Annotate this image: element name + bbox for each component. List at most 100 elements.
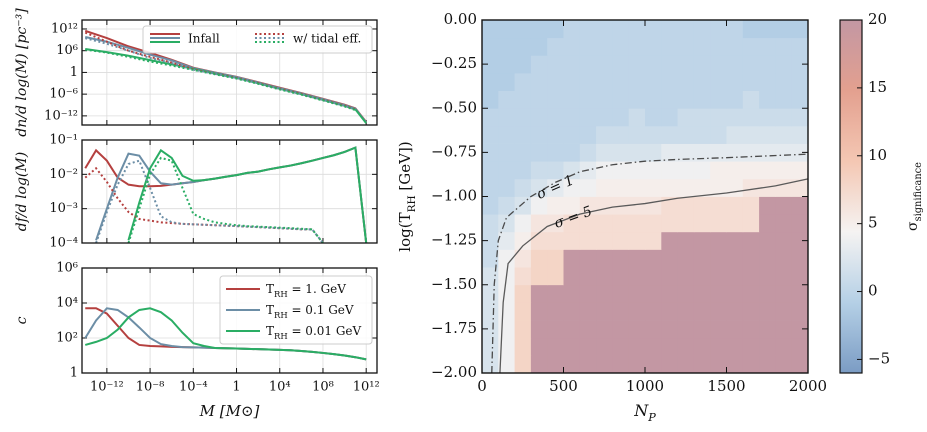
heatmap-cell [498,231,515,250]
heatmap-cell [661,355,678,374]
heatmap-cell [514,231,532,250]
heatmap-cell [677,143,695,162]
heatmap-cell [661,55,678,74]
heatmap-cell [482,55,499,74]
heatmap-cell [677,355,695,374]
heatmap-cell [693,90,711,109]
heatmap-cell [775,108,793,127]
heatmap-cell [563,72,581,91]
heatmap-cell [661,214,678,233]
heatmap-cell [693,196,711,215]
heatmap-cell [482,90,499,109]
heatmap-cell [514,284,532,303]
heatmap-cell [693,37,711,56]
heatmap-cell [775,178,793,197]
heatmap-cell [759,214,776,233]
heatmap-cell [628,284,646,303]
legend-label: TRH = 0.1 GeV [266,303,354,320]
series-line [95,146,368,243]
heatmap-cell [563,125,581,144]
heatmap-cell [514,214,532,233]
heatmap-cell [530,90,548,109]
heatmap-cell [661,108,678,127]
y-tick-label: 10⁻¹ [49,133,78,148]
heatmap-cell [514,90,532,109]
heatmap-cell [791,231,809,250]
heatmap-cell [775,161,793,180]
heatmap-cell [596,337,613,356]
heatmap-cell [661,178,678,197]
heatmap-cell [775,267,793,286]
y-axis-label: c [14,316,30,324]
heatmap-cell [742,143,760,162]
heatmap-cell [645,55,662,74]
heatmap-cell [710,231,727,250]
heatmap-cell [612,337,630,356]
heatmap-cell [612,267,630,286]
heatmap-cell [775,231,793,250]
heatmap-cell [579,284,597,303]
heatmap-cell [726,20,744,39]
heatmap-cell [661,143,678,162]
heatmap-cell [661,90,678,109]
heatmap-cell [710,161,727,180]
heatmap-cell [530,37,548,56]
heatmap-cell [514,108,532,127]
subscript: significance [913,162,924,222]
colorbar-tick-label: −5 [868,349,890,367]
axes-frame [81,19,378,126]
heatmap-cell [579,355,597,374]
heatmap-cell [726,302,744,321]
heatmap-cell [791,196,809,215]
heatmap-cell [498,320,515,339]
heatmap-cell [547,284,564,303]
heatmap-cell [612,20,630,39]
heatmap-cell [710,143,727,162]
y-tick-label: 10⁻³ [49,201,78,216]
heatmap-cell [726,320,744,339]
heatmap-cell [645,231,662,250]
heatmap-cell [482,249,499,268]
heatmap-cell [612,214,630,233]
heatmap-cell [563,90,581,109]
heatmap-cell [645,161,662,180]
heatmap-cell [791,320,809,339]
heatmap-cell [612,231,630,250]
heatmap-cell [791,72,809,91]
heatmap-cell [726,355,744,374]
heatmap-cell [775,196,793,215]
y-tick-label: 10¹² [51,21,78,36]
text-part: = 1. GeV [288,282,347,296]
heatmap-cell [612,90,630,109]
series-line [127,156,324,243]
heatmap-cell [498,72,515,91]
colorbar-tick-label: 5 [868,214,878,232]
heatmap-cell [482,125,499,144]
heatmap-cell [514,355,532,374]
heatmap-cell [482,284,499,303]
text-part: σ [905,221,921,231]
text-part: N [633,401,649,420]
heatmap-cell [547,125,564,144]
heatmap-cell [645,320,662,339]
y-tick-label: 10⁻¹² [44,108,78,123]
x-tick-label: 10⁻⁴ [179,380,208,395]
colorbar-label: σsignificance [905,162,924,231]
heatmap-cell [563,249,581,268]
heatmap-cell [742,90,760,109]
heatmap-cell [677,302,695,321]
legend-box [219,275,373,345]
heatmap-cell [661,320,678,339]
text-part: T [266,324,274,338]
legend-label: w/ tidal eff. [293,32,361,46]
heatmap-cell [482,337,499,356]
heatmap-cell [579,267,597,286]
heatmap-cell [628,249,646,268]
heatmap-cell [628,20,646,39]
heatmap-cell [628,302,646,321]
heatmap-cell [710,55,727,74]
heatmap-cell [482,161,499,180]
heatmap-cell [759,231,776,250]
heatmap-cell [482,37,499,56]
